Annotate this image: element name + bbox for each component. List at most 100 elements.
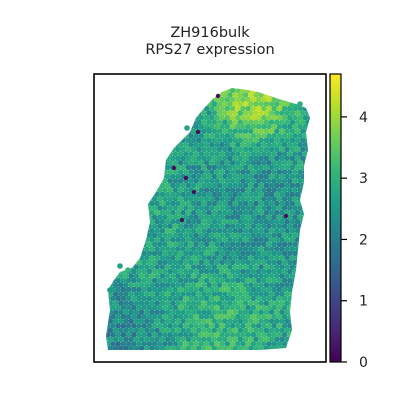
expression-spot [128,228,134,234]
expression-spot [141,114,147,121]
expression-spot [307,196,310,202]
expression-spot [157,295,163,302]
expression-spot [237,209,244,216]
expression-spot [175,128,181,134]
expression-spot [250,114,257,121]
expression-spot [190,110,197,116]
expression-spot [281,133,288,139]
expression-spot [240,169,246,175]
expression-spot [232,110,238,116]
expression-spot [180,146,186,153]
expression-spot [201,264,207,270]
expression-spot [201,309,207,316]
expression-spot [177,323,184,329]
expression-spot [227,182,233,189]
expression-spot [128,246,134,252]
expression-spot [300,110,306,116]
expression-spot [162,142,168,148]
expression-spot [149,182,155,189]
expression-spot [151,123,158,130]
expression-spot [136,295,142,302]
expression-spot [206,255,212,261]
expression-spot [167,277,173,284]
expression-spot [305,318,310,325]
expression-spot [242,327,249,334]
expression-spot [128,110,134,116]
expression-spot [190,128,197,134]
expression-spot [227,291,233,297]
expression-spot [261,133,267,139]
expression-spot [144,273,150,279]
expression-spot [281,323,288,329]
expression-spot [206,228,212,234]
expression-spot [268,173,275,180]
expression-spot [175,273,181,279]
expression-spot [271,323,278,329]
expression-spot [115,160,121,166]
expression-spot [164,209,171,216]
expression-spot [216,228,223,234]
expression-spot [214,142,220,148]
expression-spot [263,137,270,144]
expression-spot [125,114,132,121]
expression-spot [229,123,236,130]
expression-spot [106,300,108,307]
expression-spot [106,142,111,148]
expression-spot [279,173,285,180]
expression-spot [170,309,176,316]
expression-spot [214,250,220,257]
expression-spot [245,304,251,311]
expression-spot [190,228,197,234]
expression-spot [261,313,267,320]
expression-spot [141,214,147,220]
expression-spot [216,88,223,89]
expression-spot [287,114,293,121]
expression-spot [159,300,166,307]
expression-spot [157,114,163,121]
expression-spot [284,173,291,180]
expression-spot [237,264,244,270]
expression-spot [240,250,246,257]
expression-spot [136,304,142,311]
expression-spot [198,169,205,175]
expression-spot [144,282,150,288]
expression-spot [214,277,220,284]
expression-spot [209,313,215,320]
expression-spot [268,191,275,198]
expression-spot [106,205,111,211]
expression-spot [154,164,160,171]
expression-spot [131,133,137,139]
expression-spot [209,151,215,157]
expression-spot [118,173,124,180]
expression-spot [310,83,316,89]
expression-spot [206,173,212,180]
expression-spot [123,237,129,243]
expression-spot [209,332,215,338]
expression-spot [172,160,179,166]
expression-spot [138,228,145,234]
expression-spot [261,178,267,184]
expression-spot [232,88,238,89]
expression-spot [131,241,137,248]
expression-spot [266,313,272,320]
expression-spot [154,200,160,207]
expression-spot [242,264,249,270]
expression-spot [123,291,129,297]
expression-spot [97,300,103,306]
expression-spot [248,191,254,198]
expression-spot [177,268,184,275]
expression-spot [216,191,223,198]
expression-spot [242,300,249,307]
expression-spot [97,264,103,270]
expression-spot [123,327,129,334]
expression-spot [131,142,137,148]
expression-spot [154,228,160,234]
expression-spot [235,323,241,329]
expression-spot [248,237,254,243]
expression-spot [276,114,283,121]
expression-spot [133,237,140,243]
expression-spot [297,259,304,266]
expression-spot [287,133,293,139]
expression-spot [274,228,280,234]
expression-spot [224,341,231,347]
